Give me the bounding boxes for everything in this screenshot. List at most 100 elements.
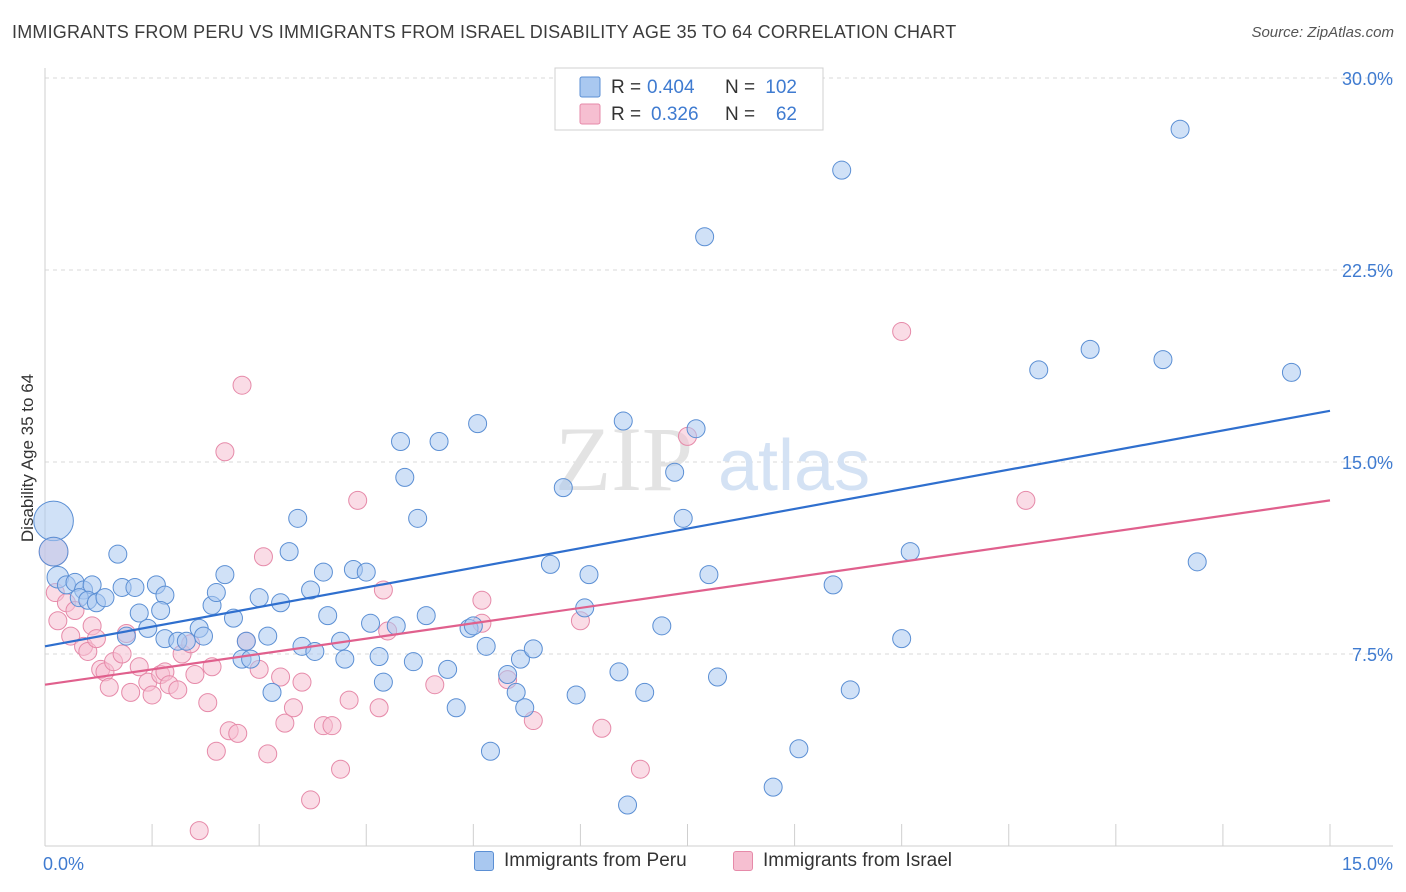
peru-point xyxy=(249,588,269,608)
peru-point xyxy=(416,606,436,626)
peru-point xyxy=(498,664,518,684)
y-tick-label: 15.0% xyxy=(1342,453,1393,473)
y-tick-label: 22.5% xyxy=(1342,261,1393,281)
israel-point xyxy=(1016,490,1036,510)
peru-point xyxy=(215,565,235,585)
israel-point xyxy=(168,680,188,700)
y-tick-label: 7.5% xyxy=(1352,645,1393,665)
peru-point xyxy=(468,414,488,434)
legend-label-israel: Immigrants from Israel xyxy=(763,850,952,871)
israel-point xyxy=(112,644,132,664)
peru-point xyxy=(900,542,920,562)
peru-point xyxy=(206,583,226,603)
watermark-atlas: atlas xyxy=(718,426,870,506)
legend-r-label-2: R = xyxy=(611,104,641,125)
y-tick-label: 30.0% xyxy=(1342,69,1393,89)
peru-point xyxy=(695,227,715,247)
legend-r-value-2: 0.326 xyxy=(651,104,699,125)
peru-point xyxy=(236,631,256,651)
peru-point xyxy=(408,508,428,528)
peru-point xyxy=(241,649,261,669)
peru-point xyxy=(1153,350,1173,370)
israel-point xyxy=(198,693,218,713)
peru-point xyxy=(553,478,573,498)
peru-point xyxy=(789,739,809,759)
israel-point xyxy=(369,698,389,718)
peru-point xyxy=(313,562,333,582)
peru-point xyxy=(665,462,685,482)
peru-point xyxy=(373,672,393,692)
legend-n-value-2: 62 xyxy=(776,104,797,125)
legend-r-label-1: R = xyxy=(611,77,641,98)
israel-point xyxy=(331,759,351,779)
source-label: Source: ZipAtlas.com xyxy=(1251,24,1394,41)
peru-point xyxy=(318,606,338,626)
peru-point xyxy=(579,565,599,585)
peru-point xyxy=(652,616,672,636)
israel-point xyxy=(892,321,912,341)
peru-point xyxy=(823,575,843,595)
israel-trend-line xyxy=(44,499,1331,686)
israel-point xyxy=(228,723,248,743)
peru-point xyxy=(279,542,299,562)
peru-point xyxy=(892,629,912,649)
peru-point xyxy=(463,616,483,636)
x-tick-label: 0.0% xyxy=(43,854,84,874)
israel-point xyxy=(215,442,235,462)
peru-point xyxy=(699,565,719,585)
peru-point xyxy=(403,652,423,672)
israel-point xyxy=(189,821,209,841)
peru-point xyxy=(129,603,149,623)
peru-point xyxy=(840,680,860,700)
x-tick-label: 15.0% xyxy=(1342,854,1393,874)
peru-point xyxy=(613,411,633,431)
israel-point xyxy=(48,611,68,631)
israel-point xyxy=(275,713,295,733)
peru-point xyxy=(523,639,543,659)
israel-point xyxy=(292,672,312,692)
israel-point xyxy=(142,685,162,705)
israel-point xyxy=(121,682,141,702)
israel-point xyxy=(425,675,445,695)
legend-item-israel[interactable]: Immigrants from Israel xyxy=(733,850,952,872)
peru-point xyxy=(288,508,308,528)
israel-point xyxy=(630,759,650,779)
israel-point xyxy=(348,490,368,510)
peru-point xyxy=(429,432,449,452)
peru-point xyxy=(1029,360,1049,380)
peru-point xyxy=(361,613,381,633)
israel-point xyxy=(258,744,278,764)
peru-point xyxy=(832,160,852,180)
legend-n-label-1: N = xyxy=(725,77,755,98)
peru-point xyxy=(635,682,655,702)
peru-point xyxy=(673,508,693,528)
y-axis-label: Disability Age 35 to 64 xyxy=(18,374,37,542)
peru-point xyxy=(193,626,213,646)
legend-label-peru: Immigrants from Peru xyxy=(504,850,687,871)
israel-point xyxy=(99,677,119,697)
peru-point xyxy=(395,467,415,487)
peru-trend-line xyxy=(44,409,1331,648)
peru-point xyxy=(301,580,321,600)
peru-point xyxy=(566,685,586,705)
israel-point xyxy=(592,718,612,738)
legend-swatch-peru-bottom xyxy=(474,851,494,871)
peru-point xyxy=(438,659,458,679)
israel-point xyxy=(232,375,252,395)
peru-points xyxy=(33,119,1301,815)
peru-point xyxy=(446,698,466,718)
peru-point xyxy=(1281,362,1301,382)
peru-point xyxy=(95,588,115,608)
peru-point xyxy=(386,616,406,636)
peru-point xyxy=(1187,552,1207,572)
legend-n-value-1: 102 xyxy=(765,77,797,98)
israel-point xyxy=(472,590,492,610)
peru-point xyxy=(151,600,171,620)
peru-point xyxy=(1170,119,1190,139)
israel-points xyxy=(38,321,1036,841)
peru-point xyxy=(335,649,355,669)
peru-point xyxy=(476,636,496,656)
israel-point xyxy=(253,547,273,567)
legend-item-peru[interactable]: Immigrants from Peru xyxy=(474,850,687,872)
peru-point xyxy=(369,647,389,667)
